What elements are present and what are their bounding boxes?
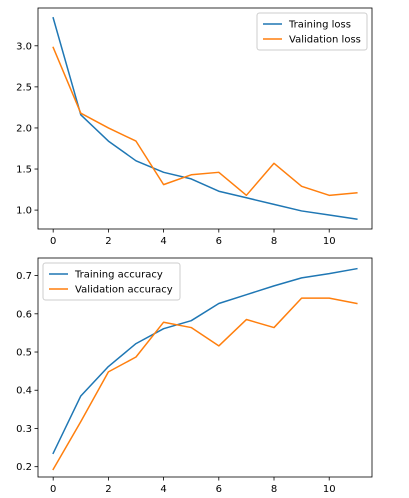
accuracy-legend: Training accuracy Validation accuracy (42, 262, 181, 301)
accuracy-x-tick-label: 2 (105, 484, 111, 495)
accuracy-axes-frame (37, 257, 373, 478)
loss-y-tick-label: 3.0 (16, 41, 32, 52)
accuracy-y-tick-label: 0.2 (16, 462, 32, 473)
training-loss-line (52, 16, 358, 220)
accuracy-y-tick-label: 0.3 (16, 424, 32, 435)
loss-x-tick-label: 8 (271, 236, 277, 247)
accuracy-x-tick-label: 0 (50, 484, 56, 495)
loss-y-tick-label: 2.5 (16, 82, 32, 93)
loss-x-tick-label: 4 (160, 236, 166, 247)
loss-y-tick-label: 2.0 (16, 123, 32, 134)
accuracy-y-tick-label: 0.7 (16, 271, 32, 282)
loss-x-tick-label: 0 (50, 236, 56, 247)
accuracy-y-tick-label: 0.6 (16, 309, 32, 320)
accuracy-chart: 0 2 4 6 8 10 0.2 0.3 0.4 0.5 0.6 0.7 Training accura… (16, 257, 373, 495)
loss-y-tick-label: 1.5 (16, 165, 32, 176)
accuracy-x-tick-label: 8 (271, 484, 277, 495)
validation-accuracy-legend-label: Validation accuracy (75, 285, 173, 296)
loss-x-tick-label: 6 (216, 236, 222, 247)
loss-chart: 0 2 4 6 8 10 1.0 1.5 2.0 2.5 3.0 Training loss Valid… (16, 7, 373, 247)
loss-axes-frame (37, 7, 373, 230)
loss-x-tick-label: 10 (323, 236, 336, 247)
validation-loss-line (52, 46, 358, 197)
training-loss-legend-label: Training loss (288, 20, 351, 31)
loss-legend-box (256, 12, 368, 51)
validation-loss-legend-label: Validation loss (289, 35, 361, 46)
accuracy-y-tick-label: 0.4 (16, 386, 32, 397)
accuracy-y-tick-label: 0.5 (16, 348, 32, 359)
loss-x-tick-label: 2 (105, 236, 111, 247)
accuracy-x-tick-label: 10 (323, 484, 336, 495)
accuracy-x-tick-label: 6 (216, 484, 222, 495)
training-accuracy-legend-label: Training accuracy (74, 270, 163, 281)
accuracy-legend-box (42, 262, 181, 301)
accuracy-x-tick-label: 4 (160, 484, 166, 495)
loss-y-tick-label: 1.0 (16, 206, 32, 217)
training-accuracy-line (52, 267, 358, 455)
loss-legend: Training loss Validation loss (256, 12, 368, 51)
validation-accuracy-line (52, 297, 358, 471)
